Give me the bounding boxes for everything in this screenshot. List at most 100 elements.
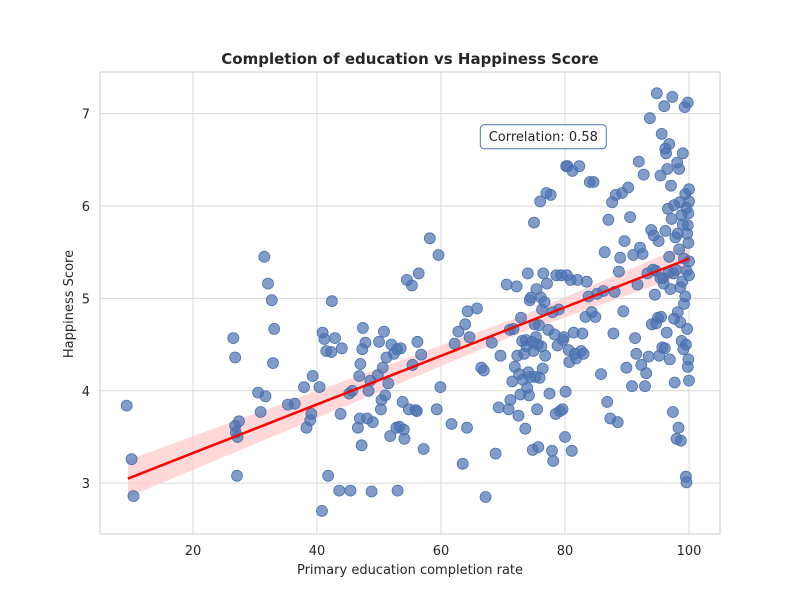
data-point <box>259 390 272 403</box>
data-point <box>127 490 140 503</box>
data-point <box>577 347 590 360</box>
data-point <box>423 232 436 245</box>
data-point <box>665 212 678 225</box>
x-axis-ticks: 20 40 60 80 100 <box>185 544 702 559</box>
y-tick-label: 6 <box>82 200 90 215</box>
plot-frame <box>99 71 721 535</box>
data-point <box>636 248 649 260</box>
data-point <box>658 100 671 113</box>
data-point <box>598 246 611 259</box>
data-point <box>613 265 625 278</box>
data-point <box>384 430 397 443</box>
data-point <box>456 457 469 470</box>
data-point <box>665 179 677 192</box>
data-point <box>649 288 661 301</box>
data-point <box>523 389 535 402</box>
data-point <box>258 250 271 263</box>
data-point <box>125 453 138 466</box>
data-point <box>232 415 245 428</box>
data-point <box>573 160 586 173</box>
data-point <box>268 322 281 335</box>
data-point <box>410 405 423 418</box>
data-point <box>624 211 636 224</box>
data-point <box>417 443 430 455</box>
data-point <box>492 401 505 414</box>
data-point <box>448 337 461 350</box>
data-point <box>589 310 602 323</box>
data-point <box>543 387 556 400</box>
data-point <box>519 422 532 435</box>
data-point <box>661 163 674 175</box>
data-point <box>532 441 545 454</box>
data-point <box>655 127 668 140</box>
data-point <box>680 338 692 351</box>
data-point <box>673 243 685 256</box>
data-point <box>659 224 672 237</box>
data-point <box>666 91 679 103</box>
data-point <box>595 368 607 381</box>
data-point <box>667 406 679 418</box>
data-point <box>528 216 540 229</box>
data-point <box>379 389 392 402</box>
data-point <box>611 416 624 429</box>
data-point <box>373 335 385 348</box>
data-point <box>376 361 389 374</box>
data-point <box>682 207 695 220</box>
y-axis-label: Happiness Score <box>62 250 77 358</box>
data-point <box>316 504 328 517</box>
data-point <box>356 321 369 334</box>
data-point <box>617 305 630 318</box>
data-point <box>510 280 523 293</box>
data-point <box>500 278 513 291</box>
data-point <box>626 380 638 393</box>
gridlines <box>100 72 720 534</box>
data-point <box>306 370 319 382</box>
data-point <box>602 213 615 226</box>
data-point <box>354 358 367 370</box>
data-point <box>504 394 517 406</box>
data-point <box>663 353 676 366</box>
data-point <box>430 403 443 416</box>
data-point <box>675 434 687 447</box>
data-point <box>120 399 133 412</box>
data-point <box>459 318 472 331</box>
data-point <box>541 277 553 290</box>
data-point <box>681 360 694 373</box>
data-point <box>544 188 557 201</box>
data-point <box>254 406 267 418</box>
data-point <box>674 281 687 294</box>
data-point <box>559 385 572 398</box>
data-point <box>231 469 243 482</box>
data-point <box>637 168 650 181</box>
data-point <box>378 325 390 338</box>
data-point <box>394 342 407 355</box>
data-point <box>489 447 502 460</box>
data-point <box>683 195 695 208</box>
data-point <box>539 349 552 362</box>
data-point <box>565 444 578 457</box>
confidence-band <box>127 243 689 497</box>
data-point <box>676 147 689 160</box>
data-point <box>614 251 627 264</box>
data-point <box>333 484 346 497</box>
data-point <box>658 342 671 355</box>
data-point <box>355 439 368 452</box>
data-point <box>618 235 631 248</box>
data-point <box>432 249 445 261</box>
data-point <box>678 297 690 310</box>
data-point <box>681 227 693 240</box>
data-point <box>664 283 677 296</box>
data-point <box>663 250 676 263</box>
data-point <box>322 469 335 482</box>
data-point <box>288 397 301 410</box>
x-tick-label: 60 <box>433 544 450 559</box>
data-point <box>445 418 458 430</box>
data-point <box>620 361 633 374</box>
y-tick-label: 7 <box>82 108 90 123</box>
x-tick-label: 20 <box>185 544 202 559</box>
data-point <box>415 348 428 361</box>
data-point <box>313 381 326 394</box>
data-point <box>660 326 673 339</box>
regression-line-group <box>127 257 690 480</box>
data-point <box>556 403 569 416</box>
